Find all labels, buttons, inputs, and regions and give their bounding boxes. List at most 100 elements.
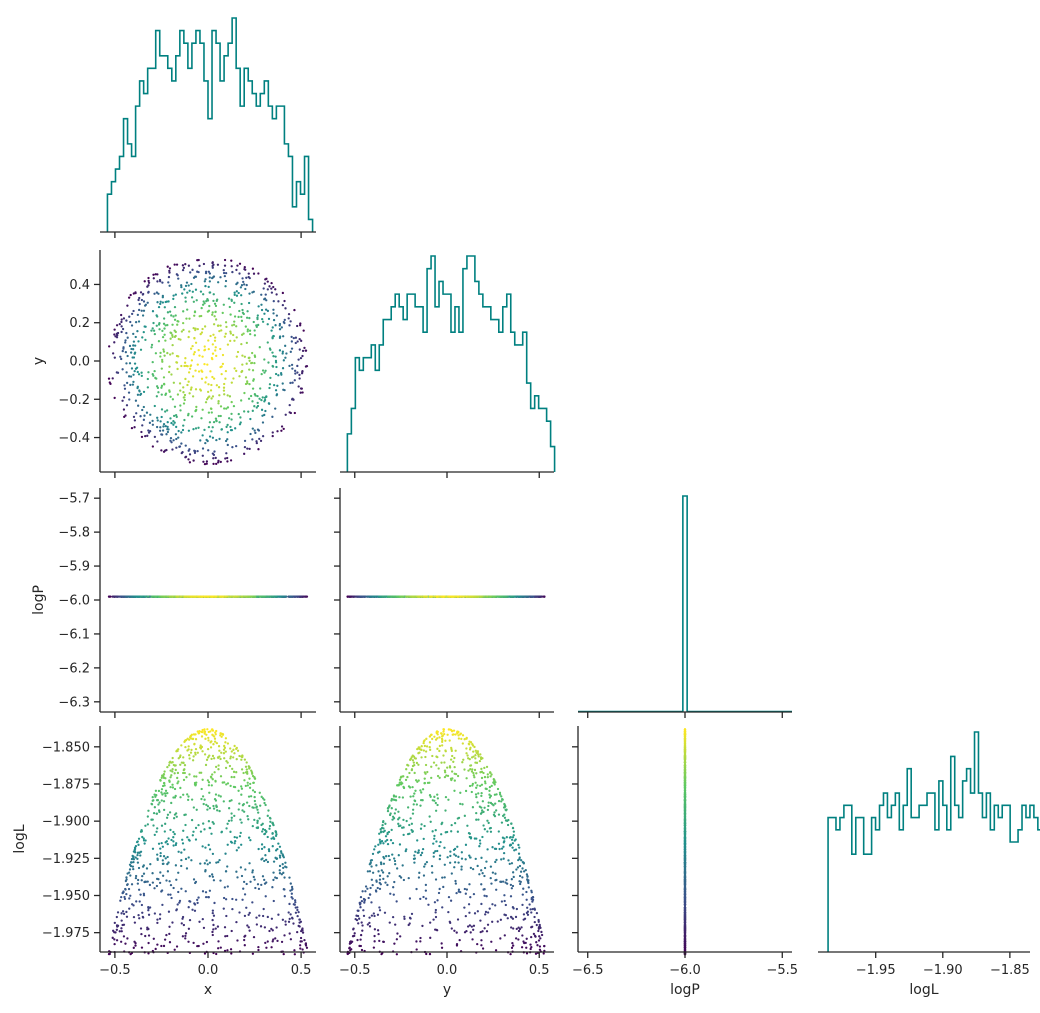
scatter-point bbox=[274, 372, 278, 376]
scatter-point bbox=[109, 382, 112, 385]
scatter-point bbox=[132, 915, 136, 919]
scatter-point bbox=[154, 595, 158, 598]
scatter-point bbox=[526, 875, 529, 878]
scatter-point bbox=[235, 898, 238, 901]
scatter-point bbox=[288, 932, 291, 935]
scatter-point bbox=[417, 779, 420, 782]
scatter-point bbox=[211, 773, 214, 776]
scatter-point bbox=[521, 867, 524, 870]
scatter-point bbox=[468, 924, 472, 927]
scatter-point bbox=[435, 840, 438, 843]
scatter-point bbox=[171, 398, 175, 401]
scatter-point bbox=[500, 900, 504, 903]
scatter-point bbox=[268, 347, 272, 350]
scatter-point bbox=[423, 781, 427, 785]
scatter-point bbox=[214, 346, 217, 349]
scatter-point bbox=[382, 862, 386, 865]
scatter-point bbox=[192, 806, 195, 809]
scatter-point bbox=[166, 855, 169, 859]
scatter-point bbox=[235, 746, 238, 750]
scatter-point bbox=[132, 415, 136, 419]
scatter-point bbox=[235, 920, 238, 924]
scatter-point bbox=[157, 305, 161, 309]
scatter-point bbox=[371, 871, 375, 874]
scatter-point bbox=[481, 947, 485, 950]
scatter-point bbox=[274, 830, 277, 833]
scatter-point bbox=[134, 844, 138, 848]
scatter-point bbox=[159, 847, 162, 850]
scatter-point bbox=[397, 854, 400, 857]
scatter-point bbox=[486, 773, 489, 776]
scatter-point bbox=[472, 892, 476, 896]
scatter-point bbox=[280, 429, 283, 432]
scatter-point bbox=[456, 774, 460, 778]
scatter-point bbox=[260, 293, 263, 296]
scatter-point bbox=[368, 921, 371, 925]
scatter-point bbox=[480, 869, 483, 872]
scatter-point bbox=[150, 329, 153, 332]
scatter-point bbox=[388, 804, 391, 807]
scatter-point bbox=[366, 595, 370, 598]
scatter-point bbox=[263, 358, 266, 361]
scatter-point bbox=[271, 364, 274, 368]
scatter-point bbox=[194, 369, 197, 372]
scatter-point bbox=[274, 288, 277, 291]
scatter-point bbox=[443, 769, 447, 772]
scatter-point bbox=[505, 878, 508, 882]
scatter-point bbox=[489, 801, 493, 805]
scatter-point bbox=[147, 291, 150, 294]
scatter-point bbox=[299, 356, 303, 360]
scatter-point bbox=[270, 946, 273, 949]
scatter-point bbox=[131, 312, 134, 315]
scatter-point bbox=[263, 846, 266, 849]
scatter-point bbox=[240, 793, 243, 796]
scatter-point bbox=[155, 830, 158, 833]
scatter-point bbox=[264, 941, 267, 945]
scatter-point bbox=[391, 815, 395, 818]
scatter-point bbox=[211, 313, 214, 316]
scatter-point bbox=[490, 784, 493, 788]
scatter-point bbox=[261, 797, 265, 800]
scatter-point bbox=[187, 429, 191, 432]
scatter-point bbox=[141, 874, 144, 878]
scatter-point bbox=[272, 860, 276, 863]
scatter-point bbox=[146, 434, 149, 437]
scatter-point bbox=[381, 871, 385, 874]
scatter-point bbox=[205, 758, 209, 761]
scatter-point bbox=[251, 400, 254, 403]
scatter-point bbox=[494, 904, 497, 907]
scatter-point bbox=[524, 941, 527, 945]
scatter-point bbox=[176, 393, 180, 396]
scatter-point bbox=[213, 302, 217, 305]
scatter-point bbox=[531, 895, 535, 899]
scatter-point bbox=[532, 932, 536, 936]
scatter-point bbox=[148, 883, 152, 887]
scatter-point bbox=[274, 324, 277, 327]
scatter-point bbox=[140, 374, 143, 378]
scatter-point bbox=[440, 833, 443, 836]
scatter-point bbox=[503, 813, 506, 816]
scatter-point bbox=[240, 315, 243, 319]
scatter-point bbox=[174, 764, 177, 767]
scatter-point bbox=[222, 752, 226, 755]
scatter-point bbox=[251, 351, 254, 355]
y-tick-label-y-1: −0.2 bbox=[58, 393, 90, 408]
scatter-point bbox=[135, 900, 138, 903]
scatter-point bbox=[175, 908, 178, 911]
scatter-point bbox=[476, 864, 479, 868]
scatter-point bbox=[433, 901, 437, 904]
scatter-point bbox=[215, 861, 218, 864]
scatter-point bbox=[497, 842, 501, 845]
scatter-point bbox=[275, 314, 279, 317]
scatter-point bbox=[235, 595, 238, 598]
scatter-point bbox=[212, 743, 215, 746]
scatter-point bbox=[212, 807, 216, 810]
scatter-point bbox=[234, 427, 237, 430]
scatter-point bbox=[219, 347, 222, 351]
scatter-point bbox=[211, 778, 214, 781]
scatter-point bbox=[250, 361, 253, 365]
scatter-point bbox=[419, 897, 422, 901]
scatter-point bbox=[399, 935, 402, 938]
scatter-point bbox=[282, 388, 285, 391]
scatter-point bbox=[167, 300, 170, 303]
